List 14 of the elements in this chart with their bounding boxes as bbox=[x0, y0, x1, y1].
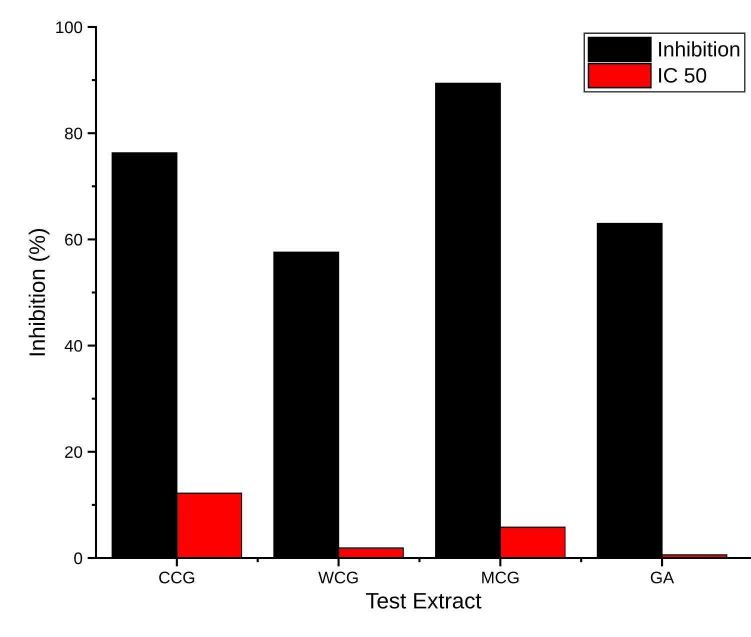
y-tick-label: 40 bbox=[64, 340, 82, 352]
y-tick-label: 80 bbox=[64, 128, 82, 140]
y-tick-label: 60 bbox=[65, 234, 82, 246]
y-axis-title: Inhibition (%) bbox=[28, 229, 50, 356]
x-tick-label: GA bbox=[650, 572, 674, 584]
y-tick-label: 100 bbox=[56, 21, 82, 34]
x-axis-title: Test Extract bbox=[366, 593, 482, 609]
y-tick-label: 20 bbox=[65, 446, 82, 458]
legend-label: IC 50 bbox=[659, 68, 706, 83]
x-tick-label: WCG bbox=[318, 572, 358, 584]
legend-label: Inhibition bbox=[659, 41, 740, 57]
x-tick-label: CCG bbox=[159, 572, 194, 584]
x-tick-label: MCG bbox=[482, 572, 519, 584]
y-tick-label: 0 bbox=[74, 552, 82, 564]
